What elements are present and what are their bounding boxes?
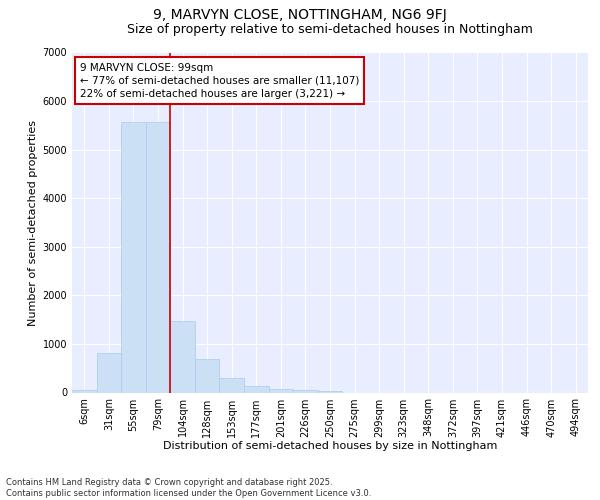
Bar xyxy=(318,391,342,392)
X-axis label: Distribution of semi-detached houses by size in Nottingham: Distribution of semi-detached houses by … xyxy=(163,441,497,451)
Bar xyxy=(244,386,269,392)
Bar xyxy=(220,378,244,392)
Text: 9, MARVYN CLOSE, NOTTINGHAM, NG6 9FJ: 9, MARVYN CLOSE, NOTTINGHAM, NG6 9FJ xyxy=(153,8,447,22)
Y-axis label: Number of semi-detached properties: Number of semi-detached properties xyxy=(28,120,38,326)
Title: Size of property relative to semi-detached houses in Nottingham: Size of property relative to semi-detach… xyxy=(127,23,533,36)
Bar xyxy=(293,390,318,392)
Bar xyxy=(97,352,121,393)
Bar xyxy=(146,122,170,392)
Bar xyxy=(269,388,293,392)
Bar xyxy=(121,122,146,392)
Bar xyxy=(170,320,195,392)
Text: 9 MARVYN CLOSE: 99sqm
← 77% of semi-detached houses are smaller (11,107)
22% of : 9 MARVYN CLOSE: 99sqm ← 77% of semi-deta… xyxy=(80,62,359,99)
Bar xyxy=(72,390,97,392)
Text: Contains HM Land Registry data © Crown copyright and database right 2025.
Contai: Contains HM Land Registry data © Crown c… xyxy=(6,478,371,498)
Bar xyxy=(195,360,220,392)
